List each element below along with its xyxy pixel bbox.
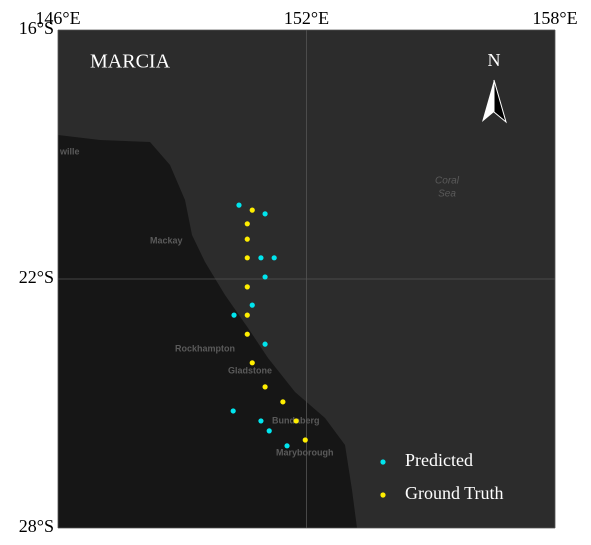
points — [230, 202, 308, 449]
axes: 146°E 152°E 158°E 16°S 22°S 28°S — [19, 8, 578, 536]
land — [58, 135, 357, 528]
point — [231, 312, 237, 318]
point — [249, 207, 255, 213]
point — [302, 437, 308, 443]
place-label: Mackay — [150, 235, 183, 245]
point — [258, 418, 264, 424]
point — [258, 255, 264, 261]
place-label: wille — [59, 146, 80, 156]
map-title: MARCIA — [90, 51, 171, 73]
point — [236, 202, 242, 208]
place-label: Rockhampton — [175, 343, 235, 353]
point — [244, 331, 250, 337]
point — [244, 255, 250, 261]
north-label: N — [488, 50, 501, 70]
legend-marker — [380, 459, 386, 465]
point — [244, 284, 250, 290]
place-label: Sea — [438, 189, 456, 200]
y-tick-label: 22°S — [19, 267, 54, 287]
place-label: Gladstone — [228, 365, 272, 375]
point — [284, 443, 290, 449]
legend-label: Ground Truth — [405, 483, 504, 503]
place-label: Coral — [435, 176, 460, 187]
y-tick-label: 16°S — [19, 18, 54, 38]
point — [293, 418, 299, 424]
point — [244, 221, 250, 227]
point — [262, 211, 268, 217]
point — [249, 302, 255, 308]
place-label: Maryborough — [276, 447, 334, 457]
point — [266, 428, 272, 434]
y-tick-label: 28°S — [19, 516, 54, 536]
point — [249, 360, 255, 366]
point — [280, 399, 286, 405]
point — [262, 384, 268, 390]
point — [230, 408, 236, 414]
point — [244, 236, 250, 242]
point — [262, 274, 268, 280]
x-tick-label: 146°E — [35, 8, 80, 28]
legend: Predicted Ground Truth — [380, 450, 504, 503]
legend-label: Predicted — [405, 450, 473, 470]
point — [262, 341, 268, 347]
legend-marker — [380, 492, 386, 498]
x-tick-label: 158°E — [532, 8, 577, 28]
x-tick-label: 152°E — [284, 8, 329, 28]
north-arrow — [482, 79, 507, 124]
grid — [57, 29, 556, 529]
point — [271, 255, 277, 261]
point — [244, 312, 250, 318]
